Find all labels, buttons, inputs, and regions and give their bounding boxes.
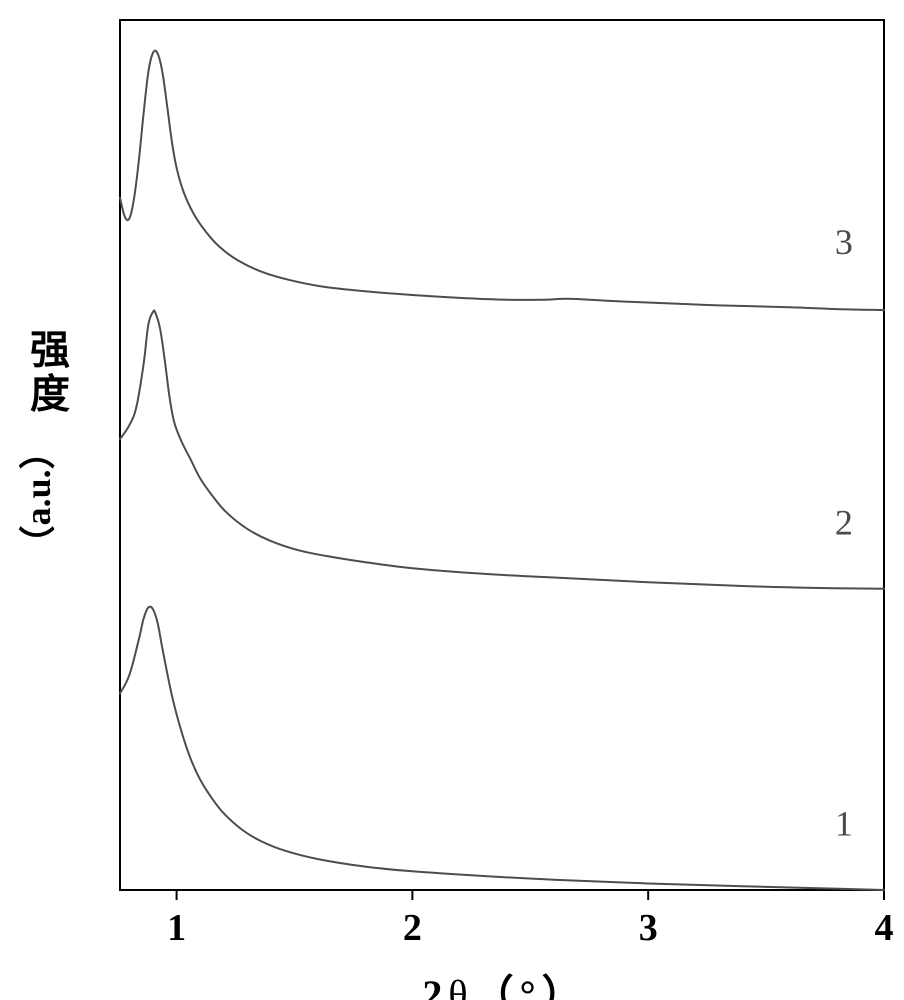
curve-2-label: 2 (835, 503, 853, 543)
x-tick-label: 2 (403, 907, 422, 949)
x-tick-label: 4 (875, 907, 894, 949)
curve-1-label: 1 (835, 804, 853, 844)
y-axis-title-units: （a.u.） (18, 433, 58, 561)
curve-3-label: 3 (835, 222, 853, 262)
chart-svg: 12342θ（°）强度（a.u.）123 (0, 0, 904, 1000)
y-axis-title-char2: 度 (30, 371, 70, 416)
y-axis-title-char1: 强 (30, 327, 70, 372)
plot-bg (0, 0, 904, 1000)
x-tick-label: 3 (639, 907, 658, 949)
x-tick-label: 1 (167, 907, 186, 949)
xrd-chart: 12342θ（°）强度（a.u.）123 (0, 0, 904, 1000)
